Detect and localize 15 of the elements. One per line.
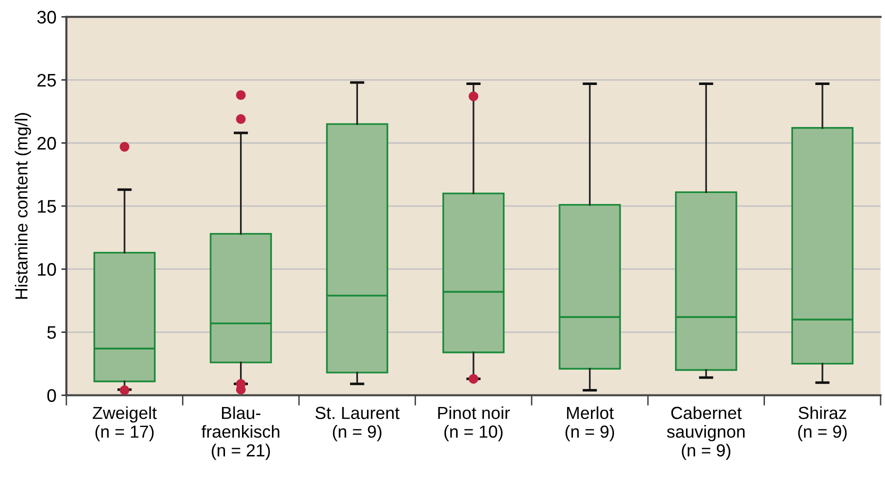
- x-tick-label: St. Laurent (n = 9): [315, 406, 400, 442]
- x-tick-label: Pinot noir (n = 10): [438, 406, 510, 442]
- y-tick-label: 20: [37, 136, 56, 150]
- y-tick-label: 25: [37, 74, 56, 87]
- y-axis-title: Histamine content (mg/l): [14, 113, 32, 299]
- y-tick-label: 10: [38, 263, 56, 276]
- x-tick-label: Zweigelt (n = 17): [92, 406, 157, 442]
- x-tick-label: Cabernet sauvignon (n = 9): [667, 406, 745, 460]
- y-tick-label: 30: [37, 10, 56, 24]
- x-tick-label: Blau- fraenkisch (n = 21): [202, 406, 280, 460]
- x-tick-label: Shiraz (n = 9): [798, 406, 847, 442]
- y-tick-label: 5: [47, 326, 56, 339]
- y-tick-label: 15: [38, 200, 56, 213]
- x-tick-label: Merlot (n = 9): [566, 406, 614, 442]
- y-tick-label: 0: [47, 389, 56, 402]
